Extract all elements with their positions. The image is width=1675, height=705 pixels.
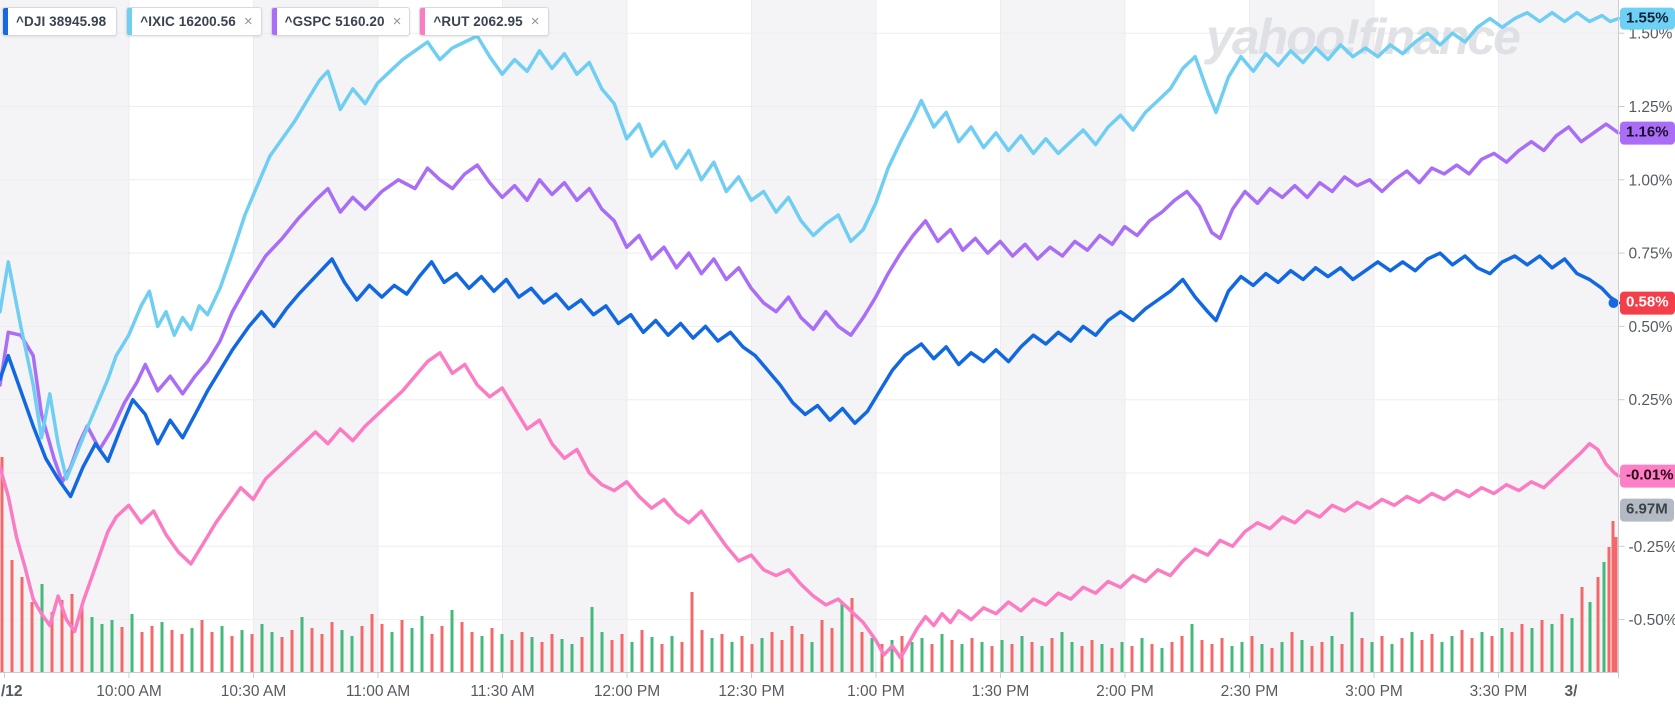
svg-text:1:00 PM: 1:00 PM	[847, 683, 905, 700]
tab-color-bar	[271, 8, 277, 35]
tab-color-bar	[420, 8, 426, 35]
tab-symbol-value: ^IXIC 16200.56	[140, 14, 236, 29]
svg-text:1.00%: 1.00%	[1629, 172, 1673, 189]
tab-symbol-value: ^GSPC 5160.20	[284, 14, 385, 29]
svg-text:10:30 AM: 10:30 AM	[221, 683, 287, 700]
svg-text:3:00 PM: 3:00 PM	[1345, 683, 1403, 700]
svg-text:1.25%: 1.25%	[1629, 99, 1673, 116]
tab-symbol-value: ^RUT 2062.95	[433, 14, 523, 29]
close-icon[interactable]: ×	[392, 13, 402, 30]
svg-text:12:00 PM: 12:00 PM	[594, 683, 660, 700]
symbol-tab-IXIC[interactable]: ^IXIC 16200.56 ×	[126, 7, 262, 36]
svg-text:11:00 AM: 11:00 AM	[346, 683, 410, 700]
svg-text:1.50%: 1.50%	[1629, 26, 1673, 43]
svg-text:0.25%: 0.25%	[1629, 392, 1673, 409]
symbol-tab-RUT[interactable]: ^RUT 2062.95 ×	[419, 7, 549, 36]
tab-symbol-value: ^DJI 38945.98	[16, 14, 107, 29]
svg-text:11:30 AM: 11:30 AM	[470, 683, 534, 700]
svg-text:/12: /12	[1, 683, 23, 700]
yahoo-finance-watermark: yahoo!finance	[1203, 9, 1520, 65]
svg-text:2:00 PM: 2:00 PM	[1096, 683, 1154, 700]
svg-text:12:30 PM: 12:30 PM	[718, 683, 784, 700]
svg-text:10:00 AM: 10:00 AM	[96, 683, 162, 700]
series-line-DJI	[0, 251, 1621, 499]
svg-text:0.50%: 0.50%	[1629, 319, 1673, 336]
svg-text:-0.25%: -0.25%	[1629, 539, 1675, 556]
svg-text:3:30 PM: 3:30 PM	[1470, 683, 1528, 700]
svg-text:-0.50%: -0.50%	[1629, 612, 1675, 629]
series-line-IXIC	[0, 10, 1621, 481]
close-icon[interactable]: ×	[530, 13, 540, 30]
symbol-tab-GSPC[interactable]: ^GSPC 5160.20 ×	[270, 7, 411, 36]
last-price-dot	[1608, 297, 1619, 308]
series-line-GSPC	[0, 122, 1621, 484]
symbol-tab-DJI[interactable]: ^DJI 38945.98	[2, 7, 118, 36]
svg-text:1:30 PM: 1:30 PM	[972, 683, 1030, 700]
svg-text:3/: 3/	[1565, 683, 1579, 700]
symbol-tabs: ^DJI 38945.98 ^IXIC 16200.56 × ^GSPC 516…	[2, 7, 549, 36]
series-line-RUT	[0, 351, 1621, 660]
svg-text:0.75%: 0.75%	[1629, 246, 1673, 263]
tab-color-bar	[3, 8, 8, 35]
close-icon[interactable]: ×	[243, 13, 253, 30]
tab-color-bar	[127, 8, 133, 35]
svg-text:2:30 PM: 2:30 PM	[1221, 683, 1279, 700]
